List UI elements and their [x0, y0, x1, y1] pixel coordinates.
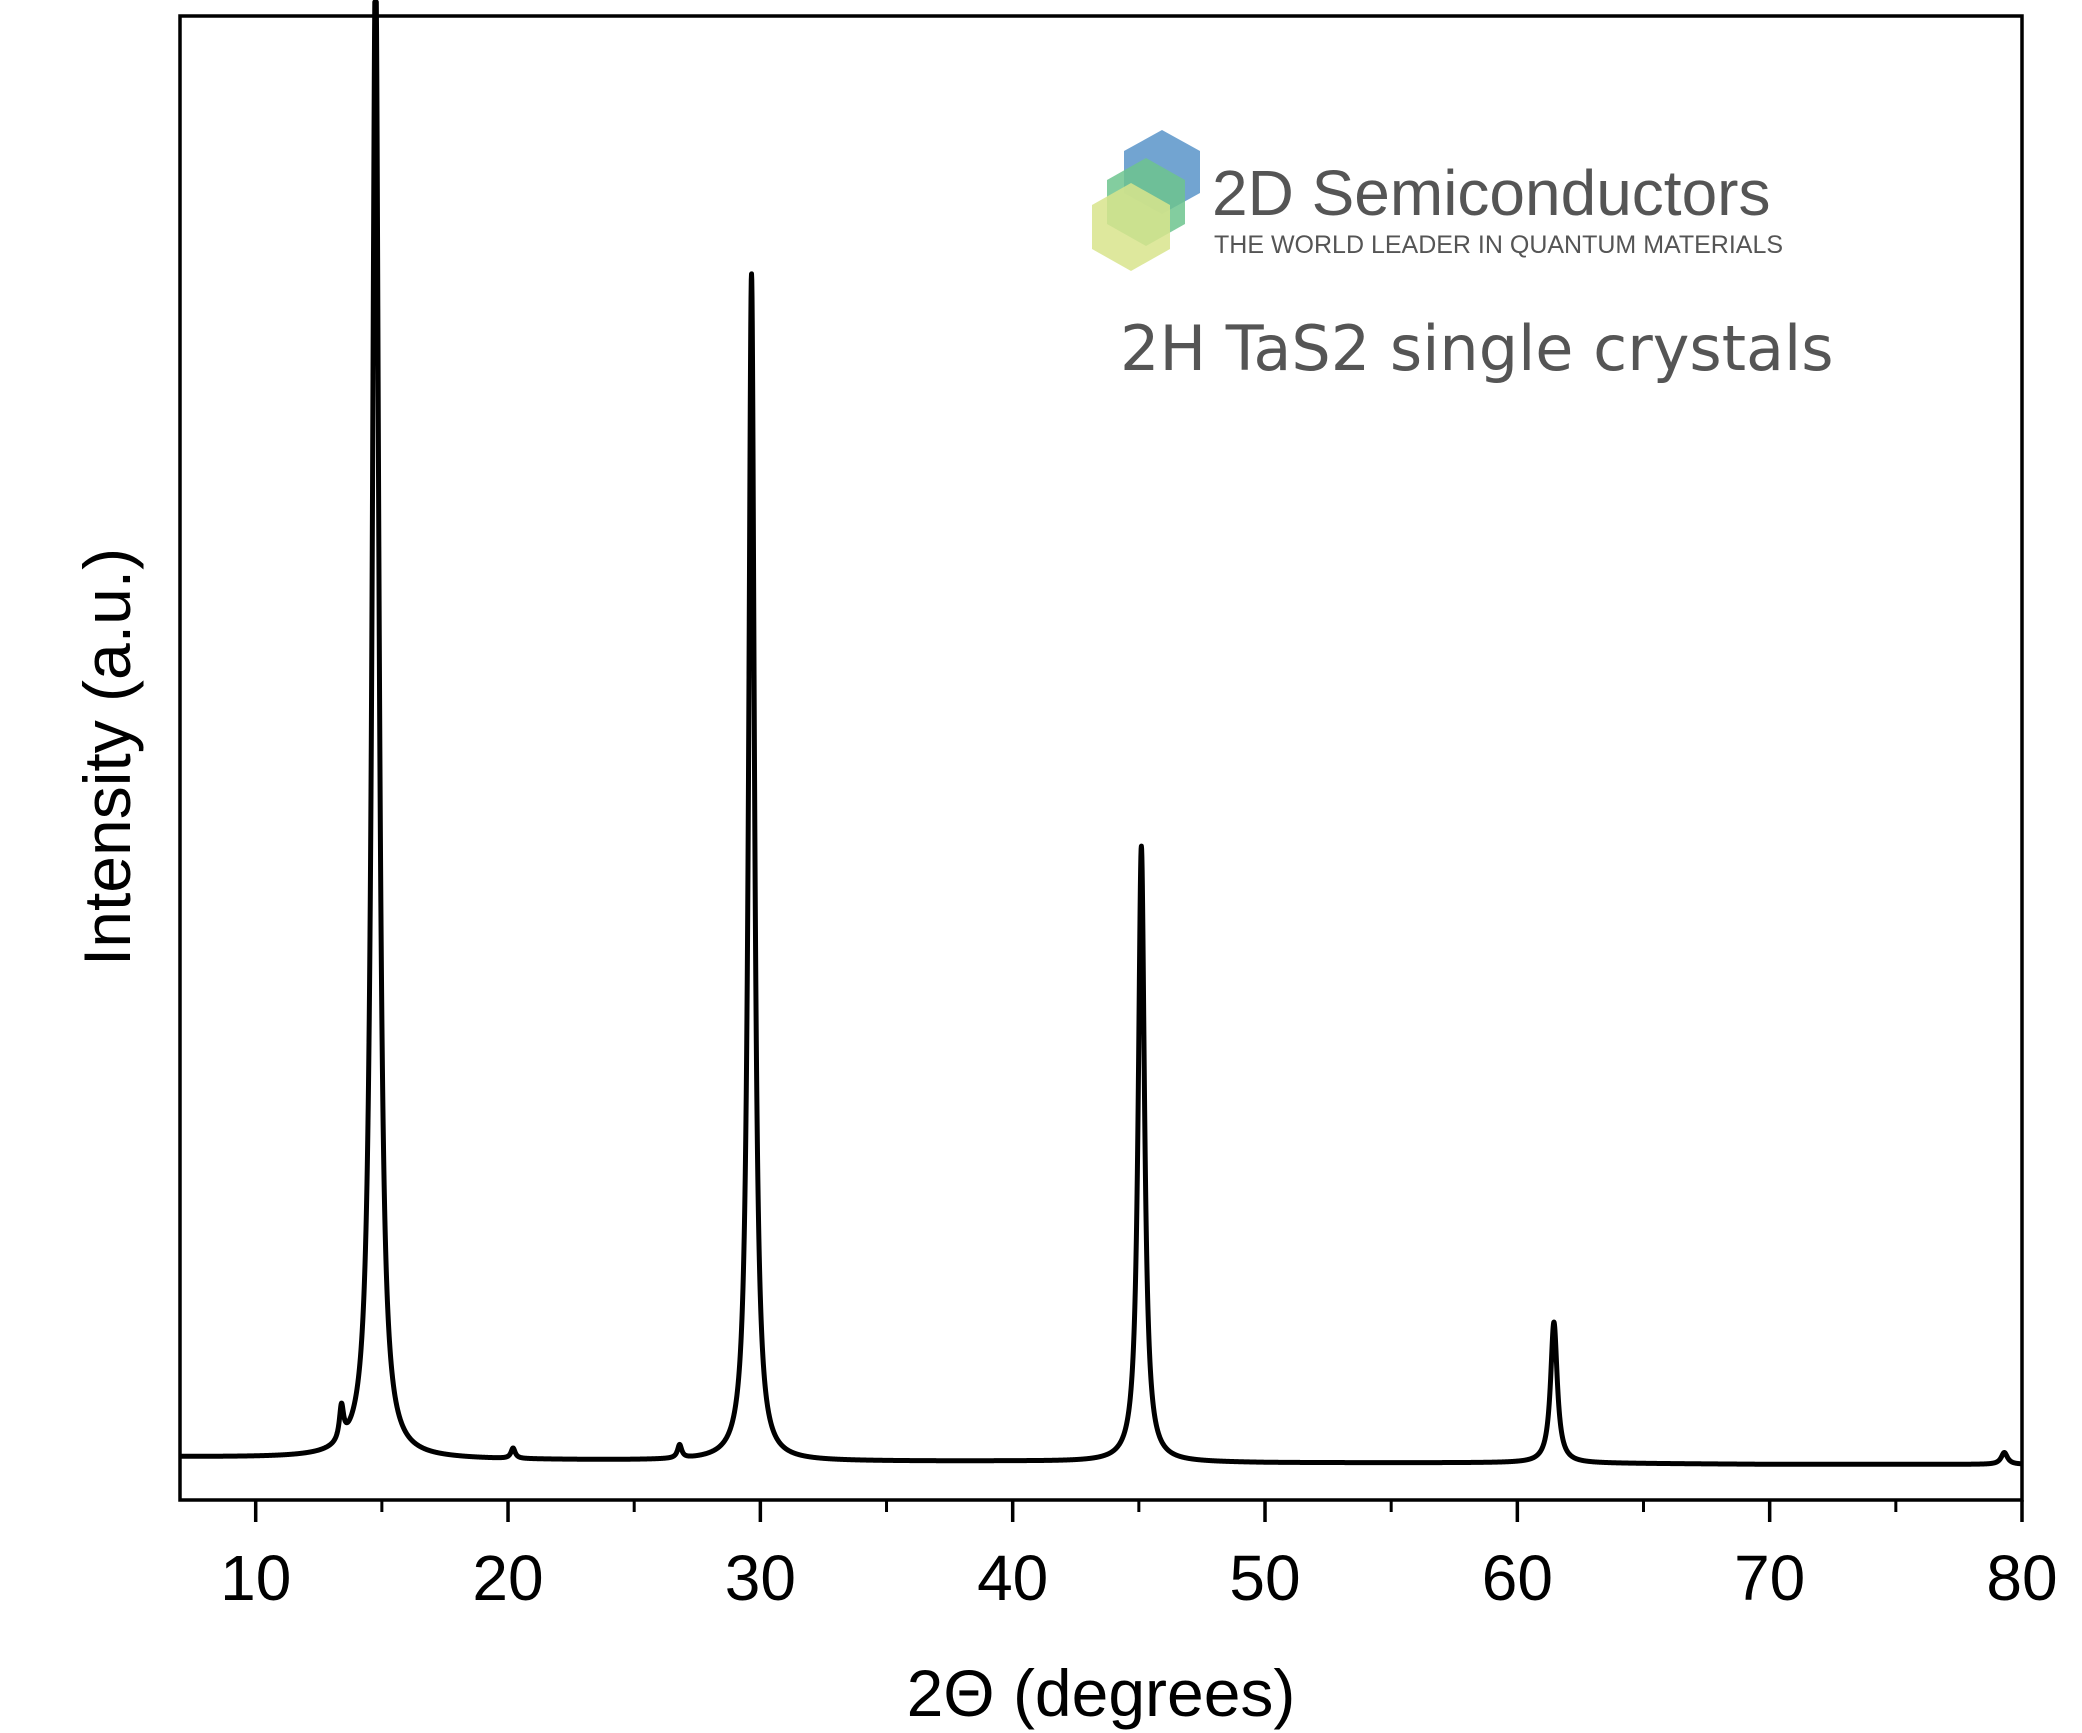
intensity-series-line [177, 0, 2025, 1467]
sample-annotation: 2H TaS2 single crystals [1120, 312, 1834, 385]
y-axis-title: Intensity (a.u.) [70, 548, 144, 966]
x-tick-label: 40 [977, 1542, 1048, 1614]
x-tick-label: 60 [1482, 1542, 1553, 1614]
x-tick-label: 30 [725, 1542, 796, 1614]
x-tick-label: 10 [220, 1542, 291, 1614]
hexagon-logo-icon [1092, 130, 1200, 271]
x-axis-title: 2Θ (degrees) [907, 1656, 1296, 1730]
logo-company-name: 2D Semiconductors [1212, 157, 1770, 229]
x-tick-label: 70 [1734, 1542, 1805, 1614]
plot-frame [178, 14, 2024, 1502]
x-tick-label: 80 [1986, 1542, 2057, 1614]
x-tick-label: 50 [1229, 1542, 1300, 1614]
company-logo: 2D Semiconductors THE WORLD LEADER IN QU… [1092, 130, 1783, 271]
x-axis: 10 20 30 40 50 60 70 80 [220, 1500, 2058, 1614]
logo-tagline: THE WORLD LEADER IN QUANTUM MATERIALS [1214, 231, 1783, 259]
hexagon-yellow [1092, 183, 1170, 271]
x-tick-label: 20 [472, 1542, 543, 1614]
